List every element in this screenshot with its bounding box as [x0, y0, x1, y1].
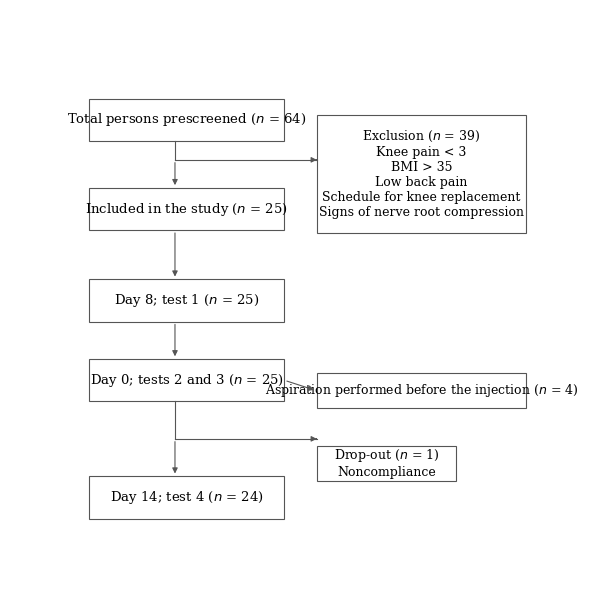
FancyBboxPatch shape: [89, 359, 284, 401]
Text: Included in the study ($n$ = 25): Included in the study ($n$ = 25): [85, 200, 288, 217]
FancyBboxPatch shape: [317, 115, 526, 233]
FancyBboxPatch shape: [317, 446, 457, 481]
Text: Exclusion ($n$ = 39)
Knee pain < 3
BMI > 35
Low back pain
Schedule for knee repl: Exclusion ($n$ = 39) Knee pain < 3 BMI >…: [319, 129, 524, 219]
Text: Day 8; test 1 ($n$ = 25): Day 8; test 1 ($n$ = 25): [114, 292, 259, 309]
Text: Day 0; tests 2 and 3 ($n$ = 25): Day 0; tests 2 and 3 ($n$ = 25): [89, 371, 284, 389]
Text: Aspiration performed before the injection ($n$ = 4): Aspiration performed before the injectio…: [265, 382, 578, 400]
FancyBboxPatch shape: [89, 476, 284, 519]
FancyBboxPatch shape: [89, 99, 284, 141]
FancyBboxPatch shape: [89, 280, 284, 322]
Text: Total persons prescreened ($n$ = 64): Total persons prescreened ($n$ = 64): [67, 111, 307, 128]
FancyBboxPatch shape: [317, 373, 526, 409]
FancyBboxPatch shape: [89, 188, 284, 230]
Text: Day 14; test 4 ($n$ = 24): Day 14; test 4 ($n$ = 24): [110, 489, 263, 506]
Text: Drop-out ($n$ = 1)
Noncompliance: Drop-out ($n$ = 1) Noncompliance: [334, 448, 439, 479]
